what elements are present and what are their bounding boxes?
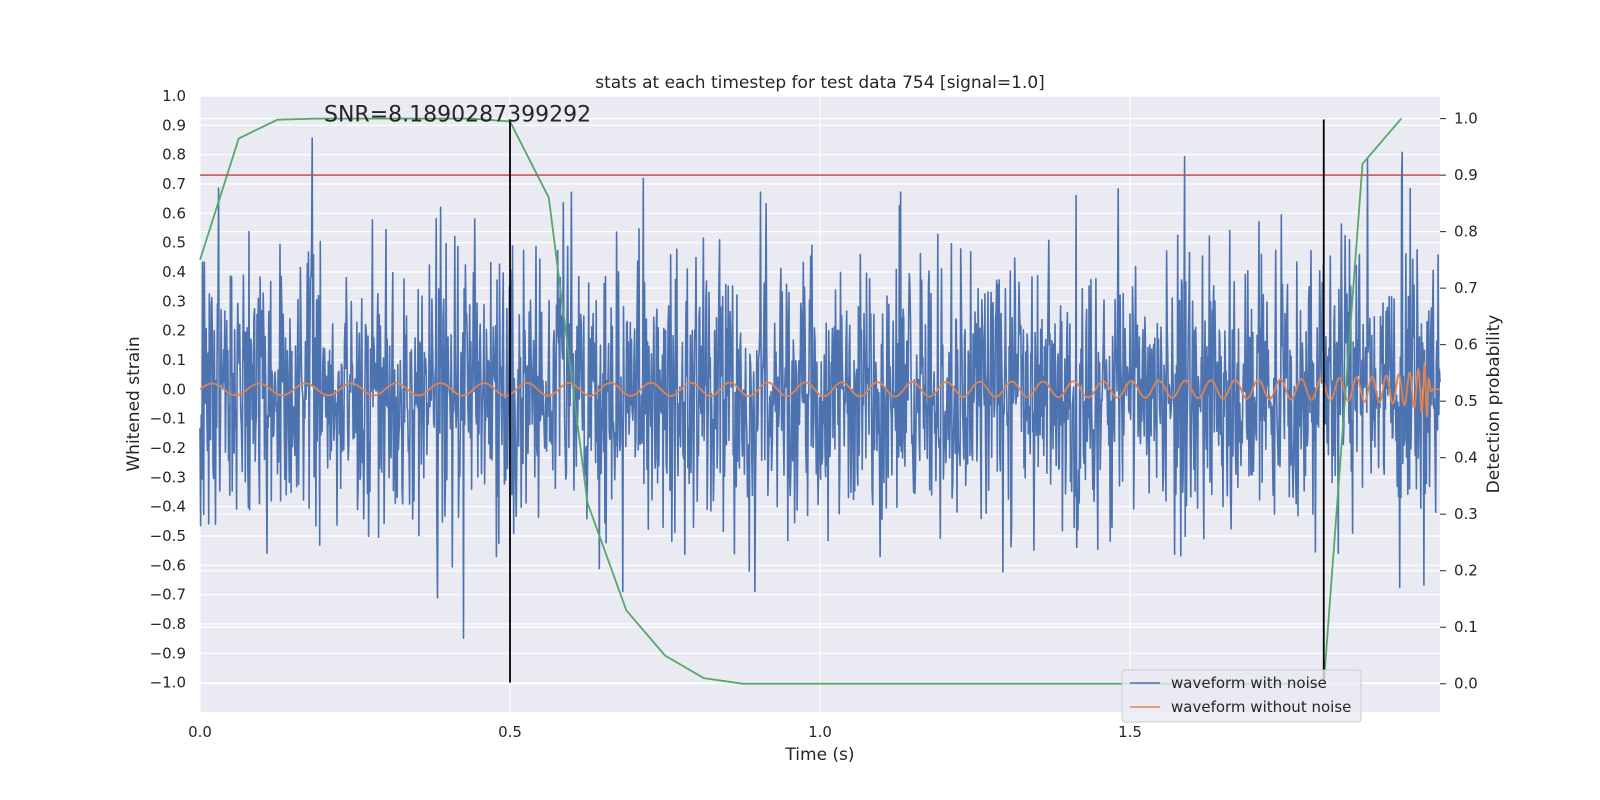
y2-axis-label: Detection probability — [1484, 315, 1504, 494]
y2-tick-label: 1.0 — [1454, 110, 1478, 128]
y2-tick-label: 0.4 — [1454, 449, 1478, 467]
y2-tick-label: 0.7 — [1454, 279, 1478, 297]
y-tick-label: −0.9 — [150, 644, 186, 662]
x-tick-label: 0.0 — [188, 723, 212, 741]
y2-tick-label: 0.2 — [1454, 562, 1478, 580]
snr-annotation: SNR=8.1890287399292 — [324, 102, 591, 127]
y-tick-label: −0.3 — [150, 468, 186, 486]
y-tick-label: 0.7 — [162, 175, 186, 193]
y-tick-label: 0.3 — [162, 292, 186, 310]
x-tick-label: 1.5 — [1118, 723, 1142, 741]
y-tick-label: −0.7 — [150, 586, 186, 604]
y-tick-label: 0.6 — [162, 204, 186, 222]
y2-tick-label: 0.9 — [1454, 166, 1478, 184]
chart-title: stats at each timestep for test data 754… — [595, 73, 1045, 93]
y-tick-label: −0.5 — [150, 527, 186, 545]
y-tick-label: −0.2 — [150, 439, 186, 457]
y2-tick-label: 0.1 — [1454, 618, 1478, 636]
y-tick-label: 0.9 — [162, 116, 186, 134]
y-tick-label: −0.4 — [150, 498, 186, 516]
reference-lines — [200, 119, 1440, 683]
y2-tick-label: 0.5 — [1454, 392, 1478, 410]
x-tick-label: 1.0 — [808, 723, 832, 741]
y-tick-label: 0.4 — [162, 263, 186, 281]
y2-tick-label: 0.6 — [1454, 336, 1478, 354]
legend: waveform with noise waveform without noi… — [1121, 669, 1362, 723]
y2-tick-label: 0.0 — [1454, 675, 1478, 693]
y2-tick-label: 0.8 — [1454, 223, 1478, 241]
series-waveform-without-noise — [199, 361, 1440, 418]
series-waveform-with-noise — [199, 137, 1441, 639]
x-axis-label: Time (s) — [784, 745, 854, 765]
y-tick-label: 0.0 — [162, 380, 186, 398]
y-tick-label: 0.5 — [162, 234, 186, 252]
y-tick-label: −0.1 — [150, 410, 186, 428]
y-tick-label: −0.6 — [150, 556, 186, 574]
axes-ticks: 0.0 0.5 1.0 1.5 1.0 0.9 0.8 0.7 0.6 0.5 0.4 0.3 0.2 0… — [150, 87, 1478, 741]
legend-label-waveform-with-noise: waveform with noise — [1171, 674, 1327, 692]
y-axis-label: Whitened strain — [124, 336, 144, 471]
legend-box — [1121, 669, 1362, 723]
x-tick-label: 0.5 — [498, 723, 522, 741]
y-tick-label: −1.0 — [150, 674, 186, 692]
y-tick-label: 0.1 — [162, 351, 186, 369]
legend-label-waveform-without-noise: waveform without noise — [1171, 698, 1351, 716]
y-tick-label: 0.2 — [162, 322, 186, 340]
y2-tick-label: 0.3 — [1454, 505, 1478, 523]
y-tick-label: 0.8 — [162, 146, 186, 164]
y-tick-label: 1.0 — [162, 87, 186, 105]
y-tick-label: −0.8 — [150, 615, 186, 633]
